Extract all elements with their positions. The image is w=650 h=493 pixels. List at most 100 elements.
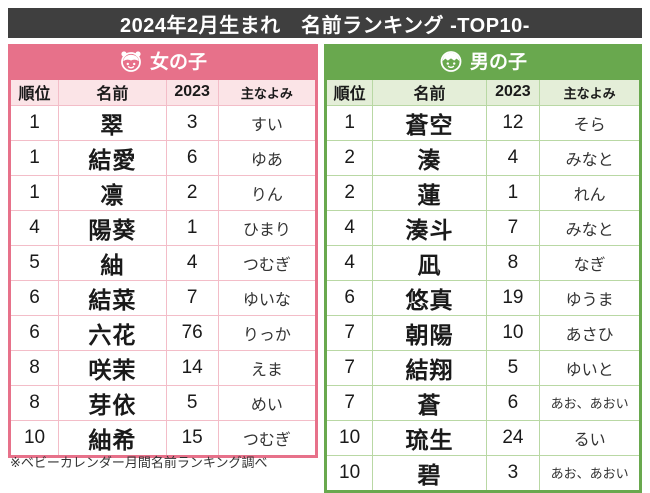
girls-table-title: 女の子 bbox=[149, 52, 207, 73]
girls-table-header: 女の子 bbox=[9, 45, 317, 80]
page-title: 2024年2月生まれ 名前ランキング -TOP10- bbox=[8, 8, 642, 38]
girls-ranking-row: 6 六花 76 りっか bbox=[8, 314, 318, 351]
boys-yomi-cell: あお、あおい bbox=[539, 454, 641, 492]
boys-column-header-row: 順位 名前 2023 主なよみ bbox=[324, 78, 641, 106]
boys-name-cell: 悠真 bbox=[372, 279, 487, 316]
girls-rank-cell: 10 bbox=[8, 419, 60, 457]
girls-col-yomi: 主なよみ bbox=[217, 78, 318, 106]
boys-name-cell: 湊斗 bbox=[372, 209, 487, 246]
girls-y2023-cell: 14 bbox=[165, 349, 219, 386]
boys-col-rank: 順位 bbox=[324, 78, 374, 106]
girls-name-cell: 紬 bbox=[58, 244, 167, 281]
girls-ranking-row: 8 芽依 5 めい bbox=[8, 384, 318, 421]
boys-rank-cell: 7 bbox=[324, 314, 374, 351]
boys-ranking-row: 1 蒼空 12 そら bbox=[324, 104, 641, 141]
girls-name-cell: 結菜 bbox=[58, 279, 167, 316]
girls-col-2023: 2023 bbox=[165, 78, 219, 106]
girls-name-cell: 六花 bbox=[58, 314, 167, 351]
boys-y2023-cell: 6 bbox=[485, 384, 541, 421]
girls-rank-cell: 4 bbox=[8, 209, 60, 246]
boys-ranking-row: 6 悠真 19 ゆうま bbox=[324, 279, 641, 316]
boys-ranking-table: 男の子 順位 名前 2023 主なよみ 1 蒼空 12 そら 2 湊 4 みなと 2 蓮 1 れん 4 湊… bbox=[324, 44, 642, 493]
girls-rank-cell: 6 bbox=[8, 314, 60, 351]
boys-name-cell: 結翔 bbox=[372, 349, 487, 386]
girls-col-rank: 順位 bbox=[8, 78, 60, 106]
boys-table-header: 男の子 bbox=[325, 45, 641, 80]
boys-col-yomi: 主なよみ bbox=[539, 78, 641, 106]
girls-name-cell: 翠 bbox=[58, 104, 167, 141]
girls-y2023-cell: 15 bbox=[165, 419, 219, 457]
girls-yomi-cell: えま bbox=[217, 349, 318, 386]
girls-y2023-cell: 5 bbox=[165, 384, 219, 421]
girls-y2023-cell: 2 bbox=[165, 174, 219, 211]
boys-ranking-row: 10 碧 3 あお、あおい bbox=[324, 454, 641, 492]
boys-yomi-cell: あお、あおい bbox=[539, 384, 641, 421]
boys-y2023-cell: 12 bbox=[485, 104, 541, 141]
girls-column-header-row: 順位 名前 2023 主なよみ bbox=[8, 78, 318, 106]
girls-col-name: 名前 bbox=[58, 78, 167, 106]
girls-rank-cell: 1 bbox=[8, 104, 60, 141]
boys-y2023-cell: 4 bbox=[485, 139, 541, 176]
boys-y2023-cell: 10 bbox=[485, 314, 541, 351]
boys-rank-cell: 2 bbox=[324, 174, 374, 211]
girls-ranking-row: 5 紬 4 つむぎ bbox=[8, 244, 318, 281]
girls-rank-cell: 6 bbox=[8, 279, 60, 316]
girl-face-icon bbox=[119, 49, 143, 73]
girls-yomi-cell: りん bbox=[217, 174, 318, 211]
boys-ranking-row: 4 凪 8 なぎ bbox=[324, 244, 641, 281]
boys-ranking-row: 2 湊 4 みなと bbox=[324, 139, 641, 176]
girls-name-cell: 紬希 bbox=[58, 419, 167, 457]
girls-yomi-cell: つむぎ bbox=[217, 244, 318, 281]
girls-name-cell: 咲茉 bbox=[58, 349, 167, 386]
girls-ranking-table: 女の子 順位 名前 2023 主なよみ 1 翠 3 すい 1 結愛 6 ゆあ 1 凛 2 りん 4 陽葵 1… bbox=[8, 44, 318, 458]
girls-rank-cell: 1 bbox=[8, 174, 60, 211]
boys-name-cell: 琉生 bbox=[372, 419, 487, 456]
boys-name-cell: 蒼空 bbox=[372, 104, 487, 141]
girls-yomi-cell: ゆいな bbox=[217, 279, 318, 316]
boys-yomi-cell: るい bbox=[539, 419, 641, 456]
girls-yomi-cell: ひまり bbox=[217, 209, 318, 246]
girls-yomi-cell: りっか bbox=[217, 314, 318, 351]
girls-yomi-cell: すい bbox=[217, 104, 318, 141]
source-footnote: ※ベビーカレンダー月間名前ランキング調べ bbox=[10, 455, 268, 470]
girls-yomi-cell: めい bbox=[217, 384, 318, 421]
boys-yomi-cell: なぎ bbox=[539, 244, 641, 281]
boys-yomi-cell: れん bbox=[539, 174, 641, 211]
boys-yomi-cell: そら bbox=[539, 104, 641, 141]
boys-rank-cell: 7 bbox=[324, 349, 374, 386]
girls-rank-cell: 8 bbox=[8, 384, 60, 421]
boys-name-cell: 蒼 bbox=[372, 384, 487, 421]
boys-y2023-cell: 24 bbox=[485, 419, 541, 456]
boys-rank-cell: 6 bbox=[324, 279, 374, 316]
boys-y2023-cell: 8 bbox=[485, 244, 541, 281]
boys-name-cell: 碧 bbox=[372, 454, 487, 492]
girls-ranking-row: 1 翠 3 すい bbox=[8, 104, 318, 141]
girls-rank-cell: 8 bbox=[8, 349, 60, 386]
boys-rank-cell: 4 bbox=[324, 209, 374, 246]
boys-name-cell: 朝陽 bbox=[372, 314, 487, 351]
boys-ranking-row: 2 蓮 1 れん bbox=[324, 174, 641, 211]
girls-yomi-cell: ゆあ bbox=[217, 139, 318, 176]
boys-ranking-row: 10 琉生 24 るい bbox=[324, 419, 641, 456]
boys-rank-cell: 2 bbox=[324, 139, 374, 176]
boys-ranking-row: 7 朝陽 10 あさひ bbox=[324, 314, 641, 351]
boys-rank-cell: 10 bbox=[324, 454, 374, 492]
boys-yomi-cell: みなと bbox=[539, 139, 641, 176]
girls-name-cell: 陽葵 bbox=[58, 209, 167, 246]
girls-name-cell: 凛 bbox=[58, 174, 167, 211]
boys-ranking-row: 4 湊斗 7 みなと bbox=[324, 209, 641, 246]
boys-table-title: 男の子 bbox=[469, 52, 527, 73]
girls-name-cell: 結愛 bbox=[58, 139, 167, 176]
girls-y2023-cell: 6 bbox=[165, 139, 219, 176]
boys-y2023-cell: 5 bbox=[485, 349, 541, 386]
boys-yomi-cell: あさひ bbox=[539, 314, 641, 351]
girls-y2023-cell: 7 bbox=[165, 279, 219, 316]
boys-yomi-cell: ゆいと bbox=[539, 349, 641, 386]
boys-name-cell: 湊 bbox=[372, 139, 487, 176]
boys-y2023-cell: 19 bbox=[485, 279, 541, 316]
girls-rank-cell: 1 bbox=[8, 139, 60, 176]
boys-col-name: 名前 bbox=[372, 78, 487, 106]
girls-y2023-cell: 3 bbox=[165, 104, 219, 141]
boys-y2023-cell: 3 bbox=[485, 454, 541, 492]
girls-name-cell: 芽依 bbox=[58, 384, 167, 421]
